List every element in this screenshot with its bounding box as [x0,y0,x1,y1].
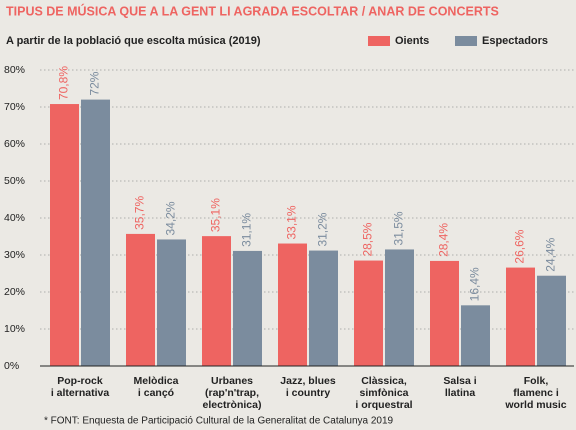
chart-title: TIPUS DE MÚSICA QUE A LA GENT LI AGRADA … [6,3,499,18]
x-tick-label: Folk, flamenc i world music [504,375,566,411]
x-tick-label: Clàssica, simfònica i orquestral [355,375,412,411]
chart-subtitle: A partir de la població que escolta músi… [6,35,261,47]
x-tick-label: Melòdica i cançó [134,375,179,399]
y-tick-label: 60% [4,138,25,150]
value-label: 28,5% [361,222,375,256]
value-label: 35,1% [209,198,223,232]
value-label: 70,8% [57,66,71,100]
y-tick-label: 20% [4,286,25,298]
bar [126,233,155,366]
value-label: 31,5% [392,211,406,245]
bar [309,250,338,366]
value-label: 28,4% [437,223,451,257]
y-tick-label: 40% [4,212,25,224]
bar [81,99,110,366]
legend-swatch [455,36,477,46]
bar [157,239,186,366]
value-label: 24,4% [544,237,558,271]
y-tick-label: 70% [4,101,25,113]
bar [461,305,490,366]
x-tick-label: Pop-rock i alternativa [51,375,110,399]
bar [278,243,307,366]
value-label: 34,2% [164,201,178,235]
value-label: 33,1% [285,205,299,239]
y-tick-label: 50% [4,175,25,187]
footnote: * FONT: Enquesta de Participació Cultura… [44,416,394,427]
bar [233,250,262,366]
x-tick-label: Urbanes (rap'n'trap, electrònica) [203,375,262,411]
value-label: 16,4% [468,267,482,301]
bar [354,260,383,366]
bar [506,267,535,366]
y-tick-label: 80% [4,64,25,76]
bar [385,249,414,366]
legend-swatch [368,36,390,46]
x-tick-label: Jazz, blues i country [280,375,336,399]
value-label: 31,1% [240,213,254,247]
legend-label: Oients [395,35,429,47]
y-tick-label: 10% [4,323,25,335]
bar [202,236,231,366]
y-tick-label: 0% [4,360,19,372]
value-label: 35,7% [133,196,147,230]
value-label: 26,6% [513,229,527,263]
bar [50,104,79,366]
bar [430,260,459,366]
legend-label: Espectadors [482,35,548,47]
x-tick-label: Salsa i llatina [443,375,476,399]
bar [537,275,566,366]
value-label: 31,2% [316,212,330,246]
y-tick-label: 30% [4,249,25,261]
value-label: 72% [88,71,102,95]
